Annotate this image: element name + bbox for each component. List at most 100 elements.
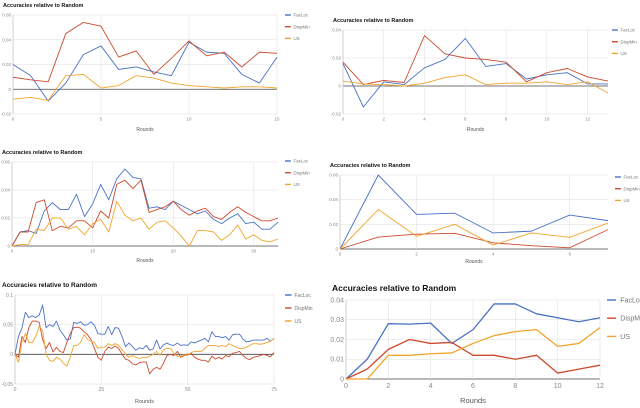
chart-panel-5: Accuracies relative to Random-0.0500.050… [2, 282, 313, 405]
x-tick-label: 15 [274, 117, 280, 122]
legend-label-facloc: FacLoc [621, 28, 637, 33]
legend-label-us: US [624, 198, 630, 203]
x-tick-label: 12 [585, 117, 591, 122]
series-line-us [14, 326, 275, 367]
x-axis-label: Rounds [136, 258, 154, 264]
y-tick-label: 0 [335, 247, 338, 252]
x-tick-label: 2 [415, 252, 418, 257]
y-tick-label: 0.02 [2, 62, 11, 67]
x-tick-label: 10 [90, 249, 96, 254]
legend-label-us: US [294, 36, 300, 41]
x-tick-label: 10 [554, 383, 562, 390]
y-tick-label: 0.02 [329, 222, 338, 227]
series-line-us [339, 209, 609, 250]
chart-panel-6: Accuracies relative to Random 0 0.01 0.02 0.… [330, 283, 640, 405]
legend-label-facloc: FacLoc [294, 13, 310, 18]
y-tick-label: 0.01 [330, 357, 344, 364]
legend-label-dispmin: DispMin [295, 306, 313, 312]
series-line-facloc [14, 304, 275, 355]
x-tick-label: 0 [14, 387, 17, 393]
x-axis-label: Rounds [467, 127, 485, 133]
y-tick-label: 0 [7, 244, 10, 249]
series-line-dispmin [342, 35, 609, 86]
x-tick-label: 0 [344, 383, 348, 390]
y-tick-label: 0.03 [330, 317, 344, 324]
y-tick-label: -0.02 [331, 112, 342, 117]
legend-label-us: US [621, 51, 627, 56]
x-tick-label: 8 [505, 117, 508, 122]
y-tick-label: 0.02 [332, 56, 341, 61]
x-tick-label: 5 [100, 117, 103, 122]
legend-label-us: US [294, 182, 300, 187]
x-tick-label: 6 [471, 383, 475, 390]
x-tick-label: 10 [544, 117, 550, 122]
legend-label-us: US [295, 319, 303, 325]
y-tick-label: 0.04 [2, 37, 11, 42]
x-axis-label: Rounds [465, 259, 483, 265]
y-tick-label: 0.06 [2, 13, 11, 18]
series-line-dispmin [339, 229, 609, 250]
x-tick-label: 20 [171, 249, 177, 254]
x-tick-label: 6 [464, 117, 467, 122]
x-tick-label: 30 [251, 249, 257, 254]
series-line-us [12, 73, 278, 101]
y-tick-label: -0.05 [2, 382, 14, 388]
x-tick-label: 0 [12, 117, 15, 122]
x-tick-label: 12 [596, 383, 604, 390]
series-line-dispmin [11, 179, 279, 247]
y-tick-label: 0.02 [330, 337, 344, 344]
y-tick-label: 0 [340, 376, 344, 383]
y-tick-label: 0.06 [1, 160, 10, 165]
series-line-dispmin [345, 338, 601, 380]
legend-label-facloc: FacLoc [295, 293, 312, 299]
x-axis-label: Rounds [460, 396, 486, 405]
x-tick-label: 2 [383, 117, 386, 122]
chart-panel-4: Accuracies relative to Random 0 0.02 0.04 0.… [329, 163, 640, 265]
x-axis-label: Rounds [135, 399, 154, 405]
x-tick-label: 25 [99, 387, 105, 393]
x-tick-label: 6 [568, 252, 571, 257]
series-line-us [11, 200, 279, 247]
chart-title: Accuracies relative to Random [3, 3, 84, 9]
chart-panel-2: Accuracies relative to Random -0.02 0 0.02 0… [331, 18, 638, 133]
x-tick-label: 8 [513, 383, 517, 390]
legend-label-dispmin: DispMin [620, 316, 640, 323]
legend-label-facloc: FacLoc [620, 297, 640, 304]
legend-label-dispmin: DispMin [621, 39, 638, 44]
series-line-facloc [339, 174, 609, 250]
series-line-facloc [12, 41, 278, 102]
legend-label-facloc: FacLoc [624, 175, 640, 180]
y-tick-label: 0 [10, 352, 13, 358]
x-tick-label: 75 [271, 387, 277, 393]
series-line-us [346, 327, 601, 380]
y-tick-label: 0.06 [329, 173, 338, 178]
y-tick-label: 0.04 [1, 188, 10, 193]
legend-label-dispmin: DispMin [624, 186, 640, 191]
x-tick-label: 4 [429, 383, 433, 390]
legend-label-dispmin: DispMin [294, 24, 311, 29]
y-tick-label: 0.05 [3, 322, 13, 328]
y-tick-label: 0.02 [1, 216, 10, 221]
y-tick-label: 0 [8, 87, 11, 92]
chart-panel-3: Accuracies relative to Random 0 0.02 0.04 0.… [1, 150, 310, 264]
x-tick-label: 50 [185, 387, 191, 393]
legend-label-facloc: FacLoc [294, 159, 310, 164]
series-line-dispmin [12, 21, 278, 83]
series-line-facloc [11, 168, 279, 247]
chart-title: Accuracies relative to Random [2, 282, 97, 289]
chart-title: Accuracies relative to Random [2, 150, 83, 156]
x-tick-label: 10 [186, 117, 192, 122]
y-tick-label: 0.04 [329, 197, 338, 202]
chart-panel-1: Accuracies relative to Random-0.0200.020… [1, 3, 311, 133]
chart-title: Accuracies relative to Random [333, 18, 414, 24]
legend-label-dispmin: DispMin [294, 170, 311, 175]
x-tick-label: 2 [386, 383, 390, 390]
y-tick-label: 0 [338, 84, 341, 89]
chart-title: Accuracies relative to Random [330, 163, 411, 169]
y-tick-label: 0.04 [332, 28, 341, 33]
series-line-dispmin [14, 320, 275, 375]
x-tick-label: 4 [423, 117, 426, 122]
x-axis-label: Rounds [136, 127, 154, 133]
series-line-facloc [345, 303, 601, 380]
